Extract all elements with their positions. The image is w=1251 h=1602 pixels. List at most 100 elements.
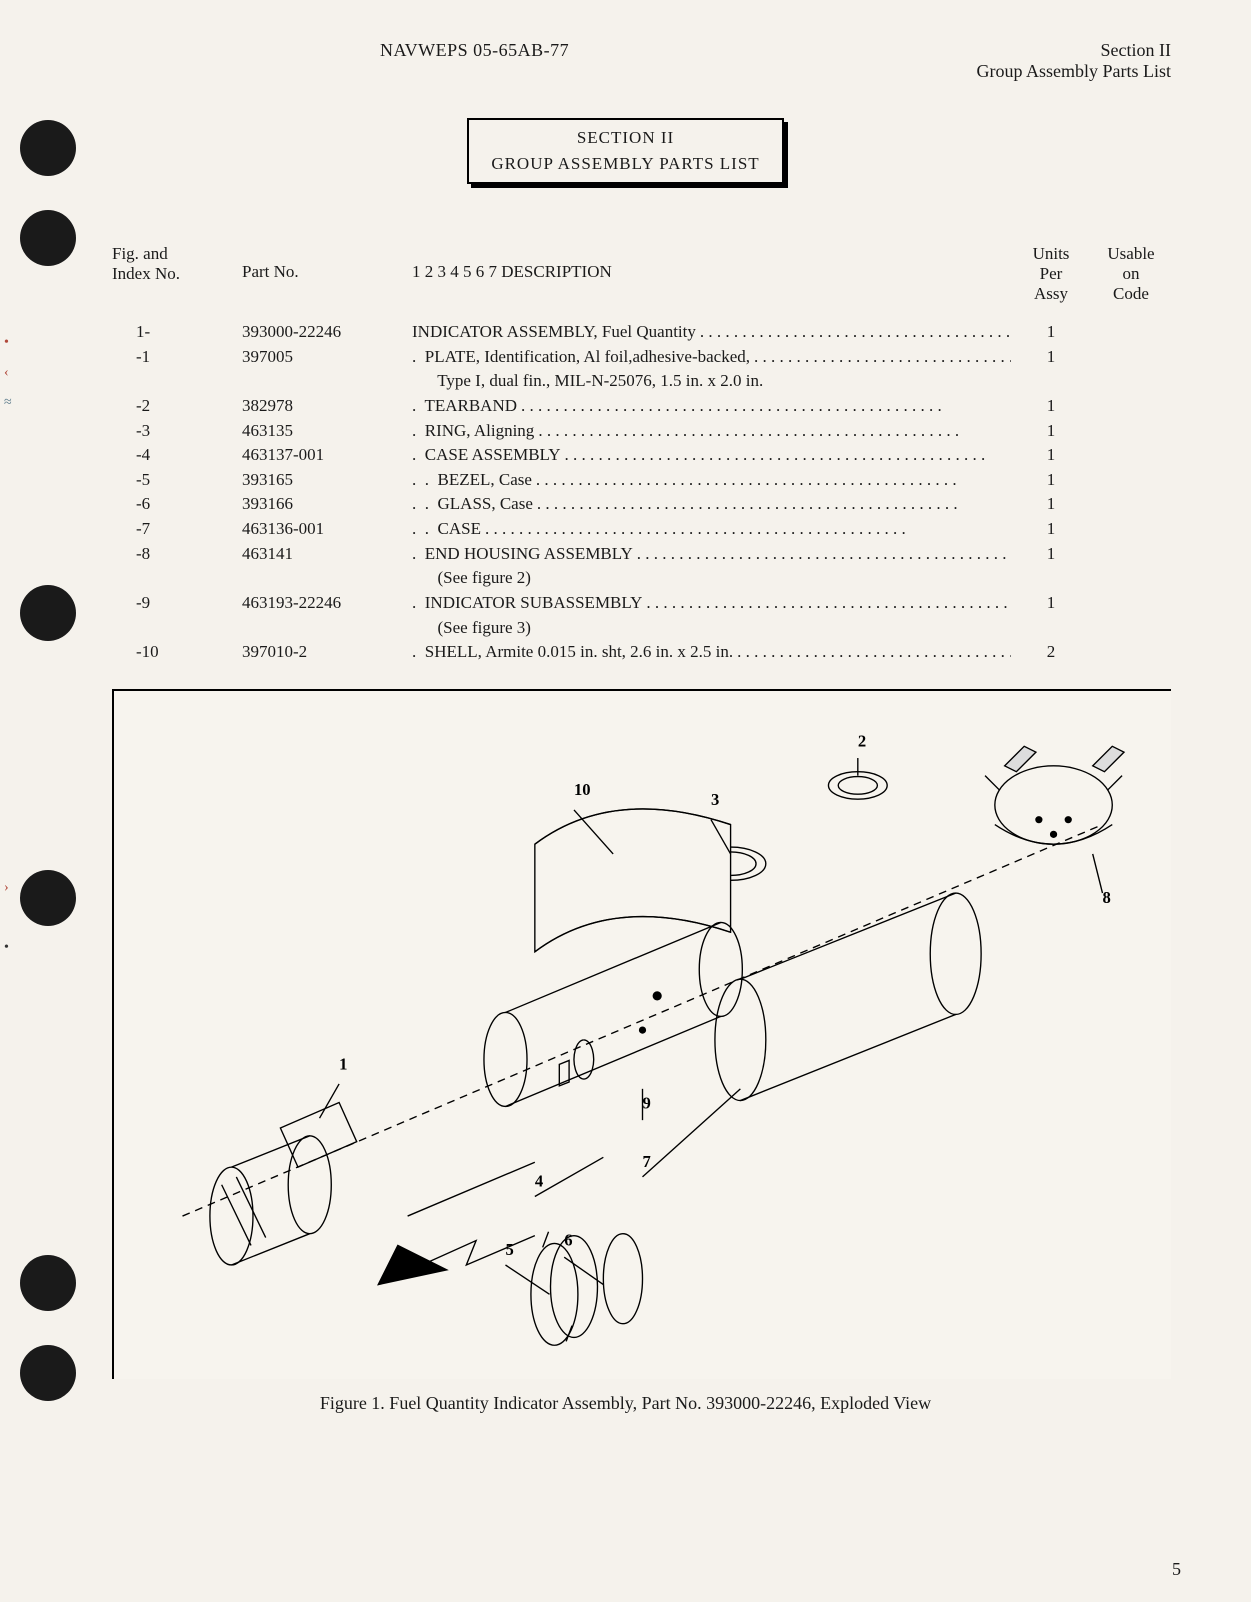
cell-desc: . . GLASS, Case [412, 492, 1011, 517]
section-line1: Section II [976, 40, 1171, 61]
cell-desc: (See figure 3) [412, 616, 1011, 641]
cell-units: 1 [1011, 517, 1091, 542]
cell-usable [1091, 616, 1171, 641]
cell-desc: INDICATOR ASSEMBLY, Fuel Quantity [412, 320, 1011, 345]
cell-part: 463141 [242, 542, 412, 567]
cell-index: -5 [112, 468, 242, 493]
edge-mark: ≈ [4, 395, 12, 411]
publication-id: NAVWEPS 05-65AB-77 [380, 40, 569, 61]
section-line2: Group Assembly Parts List [976, 61, 1171, 82]
cell-part: 397010-2 [242, 640, 412, 665]
cell-units [1011, 566, 1091, 591]
col-units-header: Units Per Assy [1011, 244, 1091, 304]
table-row: -2382978. TEARBAND1 [112, 394, 1171, 419]
cell-index: 1- [112, 320, 242, 345]
parts-table: Fig. and Index No. Part No. 1 2 3 4 5 6 … [112, 244, 1171, 665]
table-row: Type I, dual fin., MIL-N-25076, 1.5 in. … [112, 369, 1171, 394]
cell-usable [1091, 542, 1171, 567]
callout-2: 2 [858, 731, 866, 750]
col-usable-header: Usable on Code [1091, 244, 1171, 304]
cell-usable [1091, 492, 1171, 517]
cell-part: 393166 [242, 492, 412, 517]
cell-usable [1091, 468, 1171, 493]
header-right: Section II Group Assembly Parts List [976, 40, 1171, 82]
cell-part: 463136-001 [242, 517, 412, 542]
cell-index: -7 [112, 517, 242, 542]
col-desc-header: 1 2 3 4 5 6 7 DESCRIPTION [412, 244, 1011, 304]
cell-units: 1 [1011, 443, 1091, 468]
cell-desc: . TEARBAND [412, 394, 1011, 419]
cell-usable [1091, 320, 1171, 345]
cell-desc: . . BEZEL, Case [412, 468, 1011, 493]
table-row: -4463137-001. CASE ASSEMBLY1 [112, 443, 1171, 468]
cell-index: -9 [112, 591, 242, 616]
cell-units: 1 [1011, 591, 1091, 616]
table-row: -8463141. END HOUSING ASSEMBLY1 [112, 542, 1171, 567]
section-banner: SECTION II GROUP ASSEMBLY PARTS LIST [467, 118, 783, 184]
callout-6: 6 [564, 1230, 572, 1249]
cell-part: 463137-001 [242, 443, 412, 468]
cell-units: 2 [1011, 640, 1091, 665]
cell-part [242, 369, 412, 394]
cell-index [112, 566, 242, 591]
page-number: 5 [1172, 1559, 1181, 1580]
punch-hole [20, 1255, 76, 1311]
cell-desc: . SHELL, Armite 0.015 in. sht, 2.6 in. x… [412, 640, 1011, 665]
cell-part: 397005 [242, 345, 412, 370]
cell-units: 1 [1011, 345, 1091, 370]
table-row: -1397005. PLATE, Identification, Al foil… [112, 345, 1171, 370]
cell-index: -2 [112, 394, 242, 419]
table-row: -10397010-2. SHELL, Armite 0.015 in. sht… [112, 640, 1171, 665]
cell-usable [1091, 369, 1171, 394]
cell-desc: . END HOUSING ASSEMBLY [412, 542, 1011, 567]
callout-3: 3 [711, 790, 719, 809]
cell-desc: (See figure 2) [412, 566, 1011, 591]
scan-edge-marks: •‹≈›• [0, 0, 30, 1602]
table-row: -9463193-22246. INDICATOR SUBASSEMBLY1 [112, 591, 1171, 616]
edge-mark: ‹ [4, 365, 9, 381]
col-part-header: Part No. [242, 244, 412, 304]
cell-part: 463193-22246 [242, 591, 412, 616]
cell-usable [1091, 566, 1171, 591]
cell-index: -3 [112, 419, 242, 444]
cell-part: 393000-22246 [242, 320, 412, 345]
callout-5: 5 [505, 1240, 513, 1259]
cell-units [1011, 616, 1091, 641]
callout-1: 1 [339, 1054, 347, 1073]
punch-hole [20, 870, 76, 926]
cell-usable [1091, 345, 1171, 370]
banner-line2: GROUP ASSEMBLY PARTS LIST [491, 154, 759, 174]
callout-4: 4 [535, 1172, 543, 1191]
cell-part: 463135 [242, 419, 412, 444]
cell-units: 1 [1011, 320, 1091, 345]
table-row: -3463135. RING, Aligning1 [112, 419, 1171, 444]
cell-usable [1091, 591, 1171, 616]
cell-desc: . RING, Aligning [412, 419, 1011, 444]
parts-table-header: Fig. and Index No. Part No. 1 2 3 4 5 6 … [112, 244, 1171, 304]
figure-caption: Figure 1. Fuel Quantity Indicator Assemb… [60, 1393, 1191, 1414]
cell-usable [1091, 640, 1171, 665]
cell-usable [1091, 419, 1171, 444]
col-fig-header: Fig. and Index No. [112, 244, 242, 304]
edge-mark: • [4, 335, 9, 351]
cell-part: 393165 [242, 468, 412, 493]
cell-index [112, 616, 242, 641]
punch-hole [20, 210, 76, 266]
table-row: -6393166. . GLASS, Case1 [112, 492, 1171, 517]
cell-desc: . . CASE [412, 517, 1011, 542]
cell-units: 1 [1011, 468, 1091, 493]
table-row: (See figure 3) [112, 616, 1171, 641]
cell-part [242, 566, 412, 591]
cell-index: -8 [112, 542, 242, 567]
cell-units: 1 [1011, 542, 1091, 567]
cell-index [112, 369, 242, 394]
table-row: 1-393000-22246INDICATOR ASSEMBLY, Fuel Q… [112, 320, 1171, 345]
cell-desc: Type I, dual fin., MIL-N-25076, 1.5 in. … [412, 369, 1011, 394]
cell-part [242, 616, 412, 641]
cell-index: -6 [112, 492, 242, 517]
cell-usable [1091, 517, 1171, 542]
edge-mark: • [4, 940, 9, 956]
cell-desc: . INDICATOR SUBASSEMBLY [412, 591, 1011, 616]
exploded-view-svg: 12345678910 [114, 691, 1171, 1379]
banner-line1: SECTION II [491, 128, 759, 148]
